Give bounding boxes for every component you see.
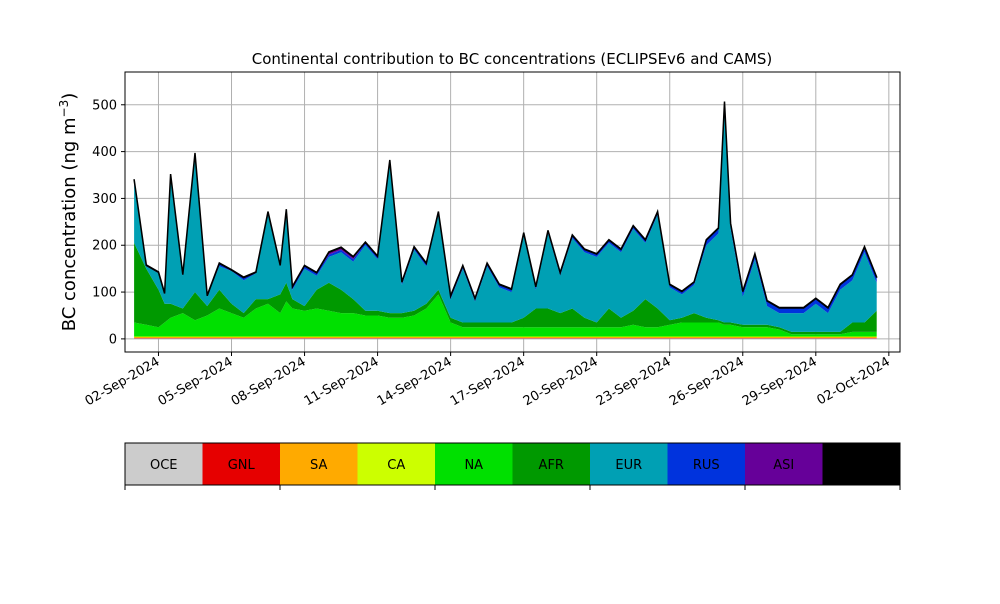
- area-series-ca: [134, 337, 877, 338]
- y-tick-label: 100: [92, 286, 117, 301]
- legend-label-asi: ASI: [773, 458, 794, 473]
- area-series-oce: [134, 338, 877, 339]
- legend-label-ca: CA: [387, 458, 405, 473]
- legend-label-sa: SA: [310, 458, 327, 473]
- y-tick-label: 400: [92, 145, 117, 160]
- legend-label-eur: EUR: [615, 458, 642, 473]
- area-series-sa: [134, 337, 877, 338]
- y-tick-label: 200: [92, 239, 117, 254]
- y-axis-label-close: ): [59, 93, 80, 100]
- y-tick-label: 300: [92, 192, 117, 207]
- legend-label-aus: AUS: [848, 458, 875, 473]
- legend-label-oce: OCE: [150, 458, 178, 473]
- y-tick-label: 0: [109, 332, 117, 347]
- y-tick-label: 500: [92, 98, 117, 113]
- legend-colorbar: OCE GNL SA CA NA AFR EUR RUS ASI AUS: [125, 443, 900, 490]
- chart-title: Continental contribution to BC concentra…: [252, 50, 773, 68]
- legend-label-rus: RUS: [693, 458, 720, 473]
- legend-label-afr: AFR: [539, 458, 564, 473]
- legend-label-na: NA: [464, 458, 483, 473]
- y-axis-label: BC concentration (ng m−3): [57, 93, 80, 332]
- y-axis-label-superscript: −3: [57, 100, 71, 118]
- y-axis-label-main: BC concentration (ng m: [59, 117, 80, 331]
- legend-label-gnl: GNL: [228, 458, 256, 473]
